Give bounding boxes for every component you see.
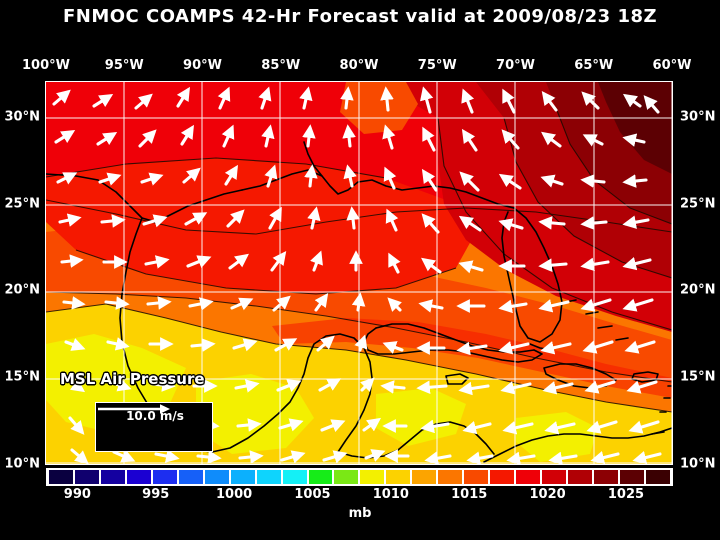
colorbar[interactable]	[46, 468, 673, 486]
lat-tick-left-4: 10°N	[4, 456, 40, 472]
lat-tick-left-2: 20°N	[4, 282, 40, 298]
wind-vector-key-arrow-icon	[98, 404, 170, 414]
colorbar-tick-4: 1010	[372, 487, 409, 502]
colorbar-unit-label: mb	[348, 506, 372, 521]
colorbar-swatch-7	[229, 470, 256, 484]
wind-vectors	[52, 86, 662, 464]
colorbar-swatch-21	[593, 470, 619, 484]
colorbar-tick-2: 1000	[216, 487, 253, 502]
colorbar-swatches	[48, 470, 671, 484]
lat-tick-left-1: 25°N	[4, 196, 40, 212]
lat-lon-grid	[46, 82, 672, 464]
lat-tick-right-1: 25°N	[680, 196, 716, 212]
colorbar-tick-1: 995	[142, 487, 170, 502]
page-title: FNMOC COAMPS 42-Hr Forecast valid at 200…	[62, 6, 658, 27]
colorbar-swatch-22	[618, 470, 645, 484]
colorbar-swatch-20	[567, 470, 594, 484]
colorbar-swatch-10	[307, 470, 334, 484]
latitude-axis-left: 30°N 25°N 20°N 15°N 10°N	[0, 82, 44, 471]
lat-tick-right-3: 15°N	[680, 369, 716, 385]
colorbar-tick-6: 1020	[529, 487, 566, 502]
colorbar-swatch-19	[541, 470, 568, 484]
colorbar-swatch-18	[515, 470, 542, 484]
map-canvas	[46, 82, 672, 464]
colorbar-swatch-2	[99, 470, 126, 484]
lat-tick-right-0: 30°N	[680, 109, 716, 125]
colorbar-swatch-12	[359, 470, 386, 484]
colorbar-swatch-13	[385, 470, 412, 484]
colorbar-swatch-8	[255, 470, 282, 484]
lon-tick-6: 70°W	[496, 58, 535, 73]
colorbar-tick-0: 990	[63, 487, 91, 502]
colorbar-swatch-11	[333, 470, 360, 484]
lon-tick-8: 60°W	[652, 58, 692, 73]
wind-vector-key: 10.0 m/s	[95, 402, 213, 452]
colorbar-swatch-15	[437, 470, 464, 484]
pressure-field	[46, 82, 672, 464]
lon-tick-1: 95°W	[104, 58, 144, 73]
colorbar-swatch-9	[281, 470, 308, 484]
colorbar-swatch-16	[463, 470, 490, 484]
pressure-map[interactable]: MSL Air Pressure 10.0 m/s	[46, 82, 672, 464]
colorbar-swatch-6	[203, 470, 230, 484]
longitude-axis: 100°W 95°W 90°W 85°W 80°W 75°W 70°W 65°W 60°W	[22, 58, 691, 74]
colorbar-swatch-14	[411, 470, 438, 484]
colorbar-swatch-17	[489, 470, 516, 484]
colorbar-ticks: 990 995 1000 1005 1010 1015 1020 1025	[46, 487, 673, 505]
field-label: MSL Air Pressure	[60, 370, 205, 388]
colorbar-tick-3: 1005	[294, 487, 331, 502]
colorbar-tick-5: 1015	[451, 487, 488, 502]
colorbar-swatch-1	[73, 470, 100, 484]
colorbar-swatch-23	[644, 470, 671, 484]
lat-tick-right-4: 10°N	[680, 456, 716, 472]
colorbar-swatch-4	[151, 470, 178, 484]
wind-vector-key-label: 10.0 m/s	[126, 409, 184, 423]
colorbar-swatch-3	[125, 470, 152, 484]
lon-tick-5: 75°W	[417, 58, 457, 73]
latitude-axis-right: 30°N 25°N 20°N 15°N 10°N	[676, 82, 720, 471]
lon-tick-7: 65°W	[574, 58, 614, 73]
lat-tick-left-0: 30°N	[4, 109, 40, 125]
lat-tick-right-2: 20°N	[680, 282, 716, 298]
lon-tick-4: 80°W	[339, 58, 379, 73]
colorbar-swatch-5	[177, 470, 204, 484]
colorbar-swatch-0	[48, 470, 74, 484]
lon-tick-0: 100°W	[22, 58, 70, 73]
lon-tick-2: 90°W	[183, 58, 222, 73]
lat-tick-left-3: 15°N	[4, 369, 40, 385]
map-frame: MSL Air Pressure 10.0 m/s	[45, 81, 673, 465]
lon-tick-3: 85°W	[261, 58, 301, 73]
colorbar-tick-7: 1025	[607, 487, 645, 502]
